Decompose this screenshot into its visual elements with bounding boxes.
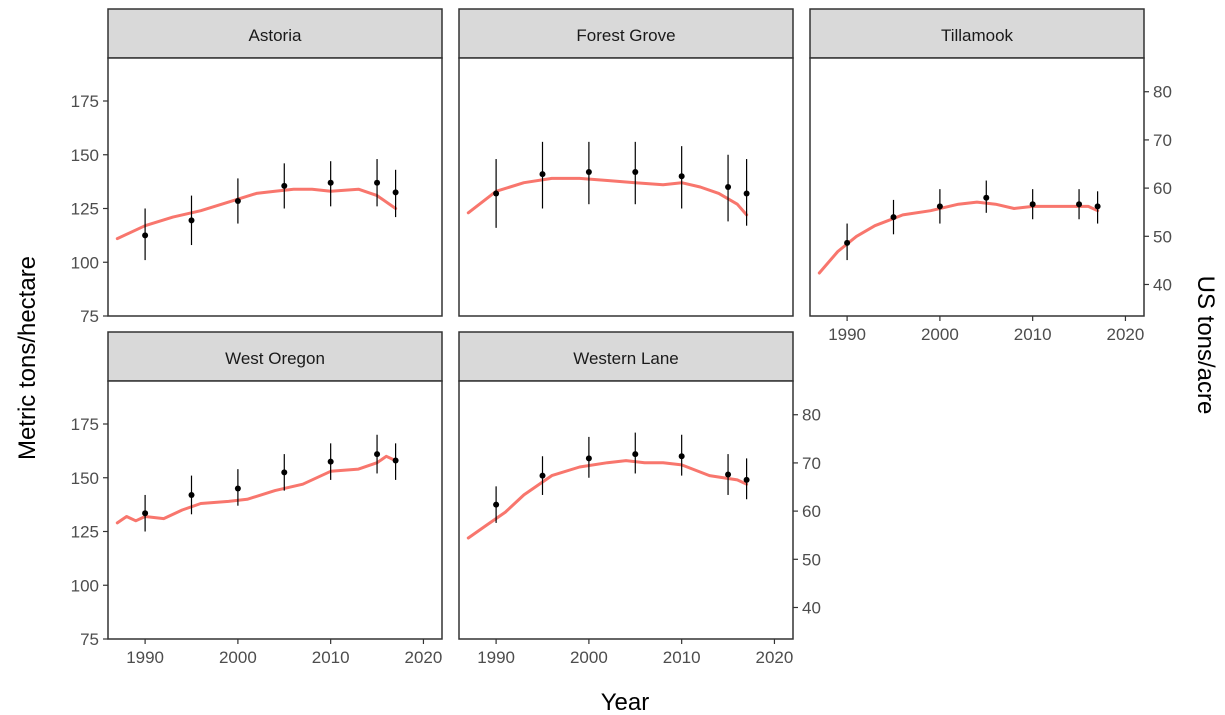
- data-point: [983, 194, 990, 201]
- trend-line: [466, 459, 749, 540]
- data-point: [142, 232, 149, 239]
- data-point: [374, 451, 381, 458]
- data-point: [234, 485, 241, 492]
- data-point: [743, 476, 750, 483]
- x-tick-label: 2000: [570, 648, 608, 667]
- trend-line: [817, 200, 1100, 275]
- x-tick-label: 1990: [126, 648, 164, 667]
- y-axis-title: Metric tons/hectare: [14, 256, 41, 460]
- panel-title: Western Lane: [573, 349, 679, 368]
- x-tick-label: 1990: [828, 325, 866, 344]
- x-tick-label: 2000: [219, 648, 257, 667]
- panel-strip: [458, 331, 794, 382]
- y-tick-label: 75: [80, 307, 99, 326]
- data-point: [539, 472, 546, 479]
- data-point: [392, 457, 399, 464]
- data-point: [539, 171, 546, 178]
- secondary-y-tick-label: 80: [802, 406, 821, 425]
- y-tick-label: 150: [71, 146, 99, 165]
- data-point: [678, 173, 685, 180]
- x-tick-label: 2020: [1107, 325, 1145, 344]
- data-point: [844, 239, 851, 246]
- x-axis-title: Year: [601, 689, 650, 715]
- y-tick-label: 175: [71, 92, 99, 111]
- data-point: [1076, 201, 1083, 208]
- data-point: [493, 190, 500, 197]
- data-point: [327, 458, 334, 465]
- secondary-y-tick-label: 40: [802, 598, 821, 617]
- data-point: [142, 510, 149, 517]
- x-tick-label: 2000: [921, 325, 959, 344]
- data-point: [936, 203, 943, 210]
- x-tick-label: 1990: [477, 648, 515, 667]
- panel-title: Forest Grove: [576, 26, 675, 45]
- panel-tillamook: Tillamook: [809, 8, 1145, 317]
- data-point: [327, 179, 334, 186]
- y-tick-label: 150: [71, 469, 99, 488]
- data-point: [392, 189, 399, 196]
- panel-title: Tillamook: [941, 26, 1014, 45]
- data-point: [188, 491, 195, 498]
- panel-title: Astoria: [249, 26, 302, 45]
- data-point: [188, 217, 195, 224]
- data-point: [890, 214, 897, 221]
- panel-western-lane: Western Lane: [458, 331, 794, 640]
- panel-astoria: Astoria: [107, 8, 443, 317]
- x-tick-label: 2010: [663, 648, 701, 667]
- secondary-y-tick-label: 70: [802, 454, 821, 473]
- panel-strip: [809, 8, 1145, 59]
- panel-strip: [107, 331, 443, 382]
- panel-plot-area: [458, 380, 794, 640]
- secondary-y-tick-label: 50: [802, 550, 821, 569]
- data-point: [281, 469, 288, 476]
- panel-strip: [107, 8, 443, 59]
- data-point: [374, 179, 381, 186]
- trend-line: [115, 187, 398, 241]
- data-point: [725, 184, 732, 190]
- panels-layer: Astoria Forest Grove Tillamook West Oregon W…: [107, 8, 1145, 640]
- data-point: [281, 182, 288, 189]
- y-tick-label: 100: [71, 253, 99, 272]
- data-point: [585, 455, 592, 462]
- data-point: [1029, 201, 1036, 208]
- panel-forest-grove: Forest Grove: [458, 8, 794, 317]
- y-tick-label: 75: [80, 630, 99, 649]
- secondary-y-tick-label: 40: [1153, 275, 1172, 294]
- panel-plot-area: [107, 57, 443, 317]
- x-tick-label: 2010: [1014, 325, 1052, 344]
- data-point: [234, 197, 241, 204]
- data-point: [1094, 203, 1101, 210]
- data-point: [585, 168, 592, 175]
- data-point: [493, 501, 500, 508]
- y-tick-label: 175: [71, 415, 99, 434]
- y-tick-label: 125: [71, 200, 99, 219]
- panel-plot-area: [809, 57, 1145, 317]
- data-point: [632, 451, 639, 458]
- panel-plot-area: [107, 380, 443, 640]
- y-tick-label: 125: [71, 523, 99, 542]
- axes-layer: 75 100 125 150 175 75 100 125 150 175 40 50 60 70 80 40…: [71, 83, 1172, 667]
- data-point: [632, 168, 639, 175]
- x-tick-label: 2020: [756, 648, 794, 667]
- secondary-y-tick-label: 60: [1153, 179, 1172, 198]
- secondary-y-tick-label: 50: [1153, 227, 1172, 246]
- x-tick-label: 2010: [312, 648, 350, 667]
- data-point: [725, 471, 732, 478]
- secondary-y-axis-title: US tons/acre: [1192, 276, 1219, 415]
- secondary-y-tick-label: 60: [802, 502, 821, 521]
- data-point: [743, 190, 750, 197]
- y-tick-label: 100: [71, 576, 99, 595]
- data-point: [678, 453, 685, 460]
- secondary-y-tick-label: 80: [1153, 83, 1172, 102]
- secondary-y-tick-label: 70: [1153, 131, 1172, 150]
- x-tick-label: 2020: [405, 648, 443, 667]
- panel-title: West Oregon: [225, 349, 325, 368]
- panel-west-oregon: West Oregon: [107, 331, 443, 640]
